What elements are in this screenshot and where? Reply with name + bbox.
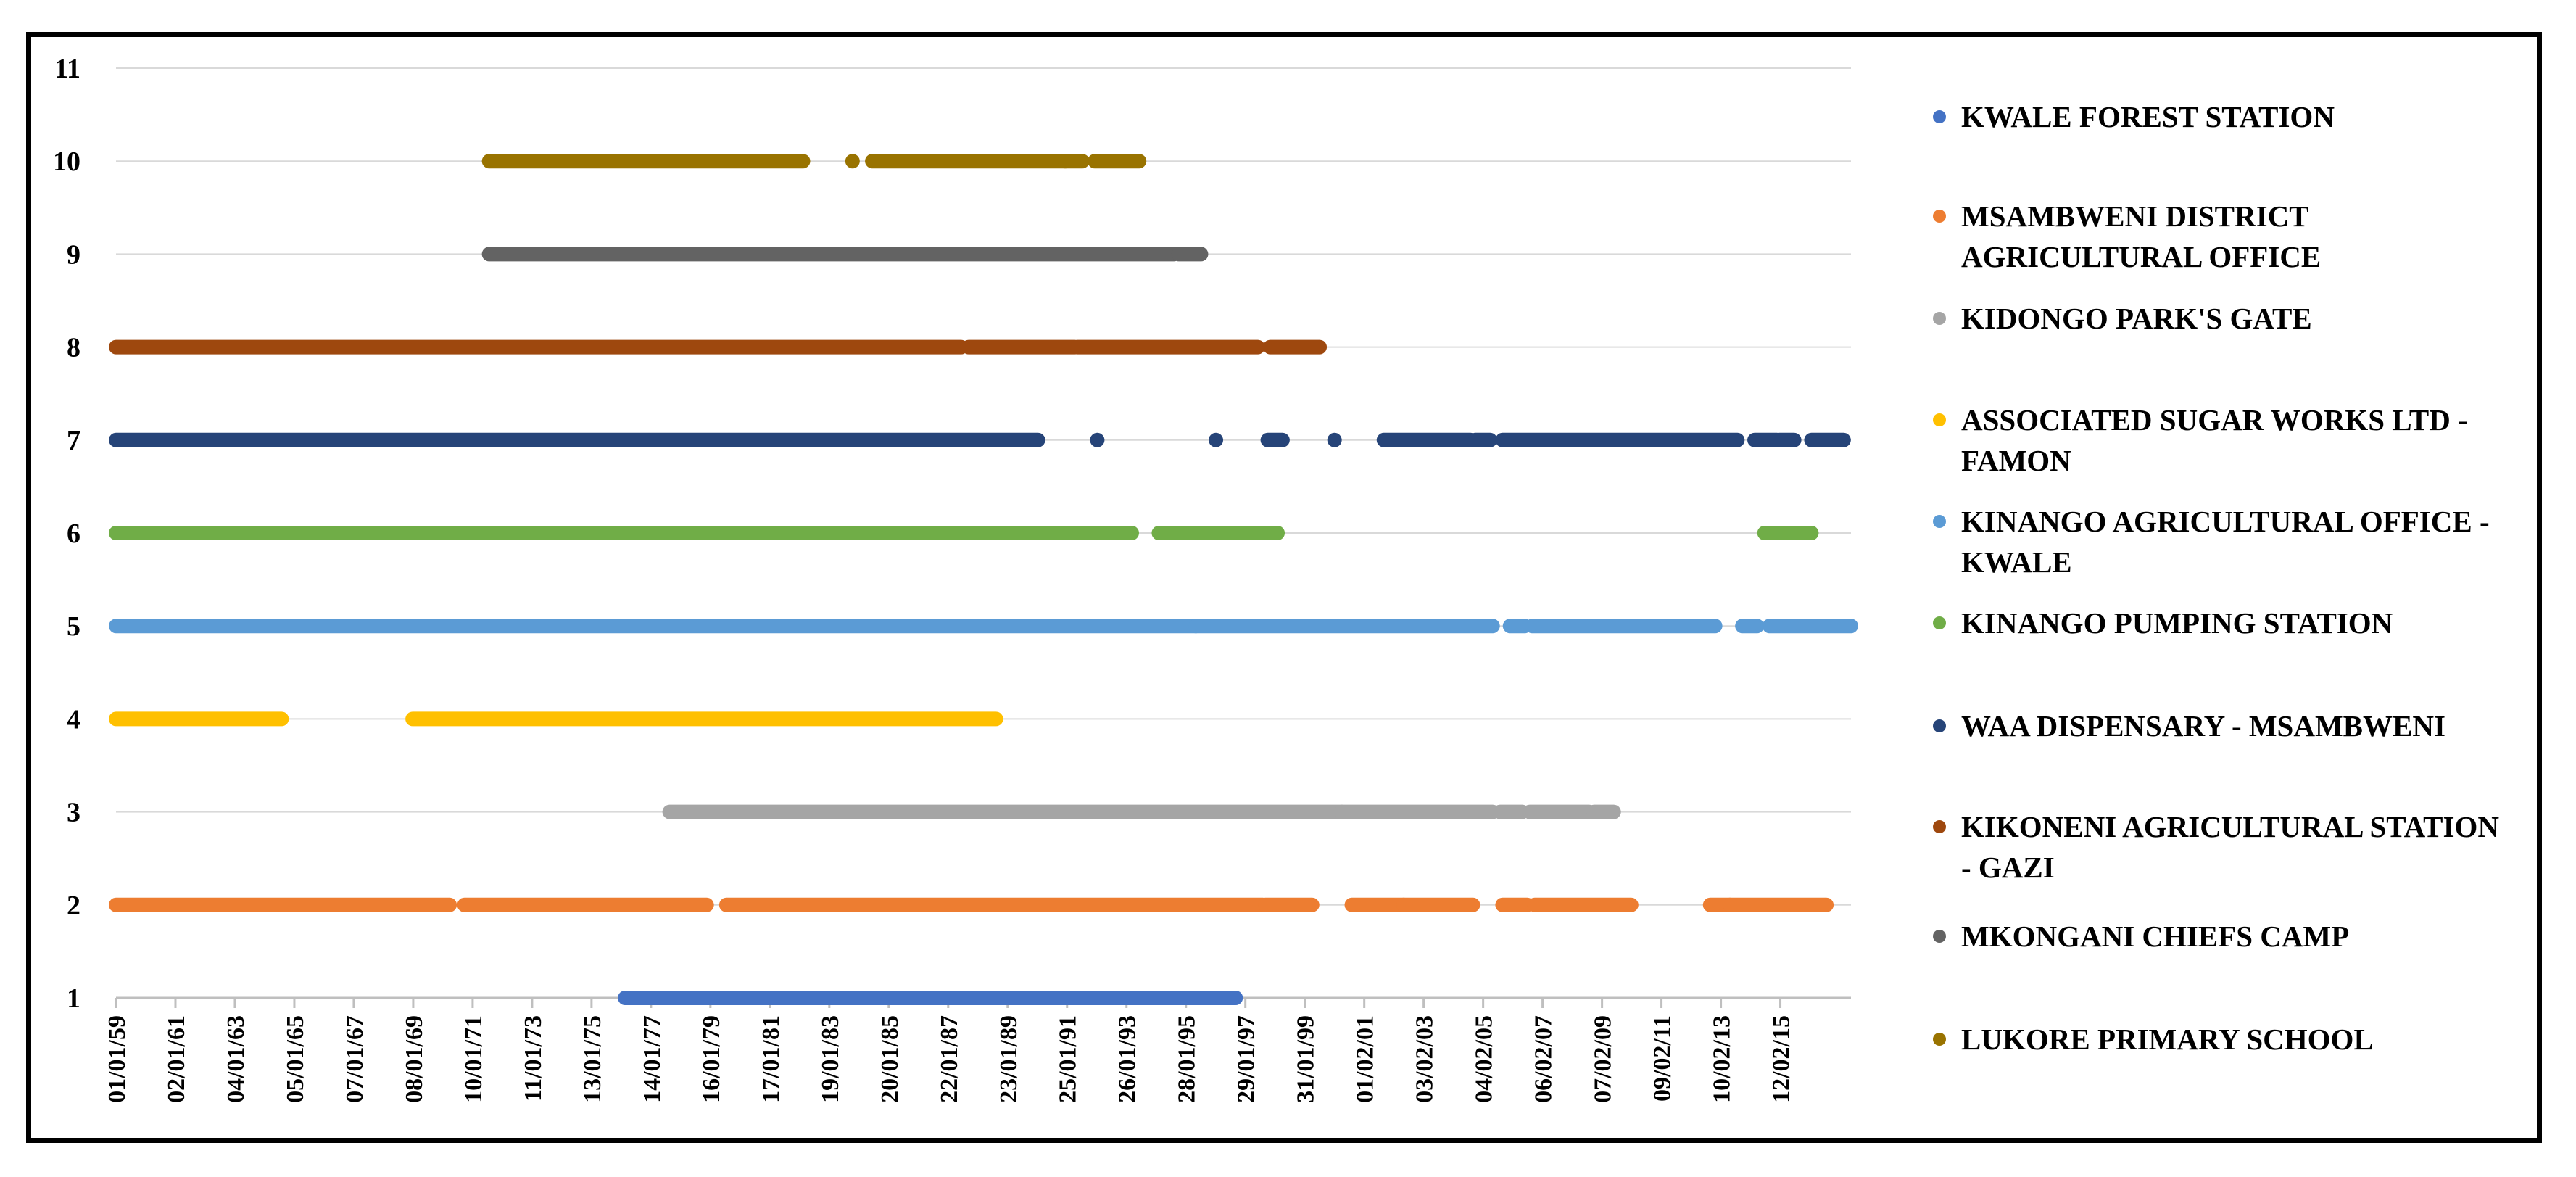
x-tick-label-16: 25/01/91 [1055,1015,1082,1103]
x-tick-label-20: 31/01/99 [1293,1015,1320,1103]
legend-item-2: MSAMBWENI DISTRICT AGRICULTURAL OFFICE [1933,199,2321,273]
x-tick-label-8: 13/01/75 [579,1015,606,1103]
legend-marker-7 [1933,719,1946,732]
y-tick-labels: 1 2 3 4 5 6 7 8 9 10 11 [53,54,80,1014]
legend-item-7: WAA DISPENSARY - MSAMBWENI [1933,709,2445,743]
x-tick-label-14: 22/01/87 [936,1015,963,1103]
legend-label-4: ASSOCIATED SUGAR WORKS LTD -FAMON [1961,403,2468,477]
legend-item-10: LUKORE PRIMARY SCHOOL [1933,1023,2374,1056]
legend-label-5: KINANGO AGRICULTURAL OFFICE -KWALE [1961,505,2490,579]
x-tick-labels: 01/01/59 02/01/61 04/01/63 05/01/65 07/01/67… [104,1015,1795,1103]
y-tick-label-6: 6 [67,519,80,549]
x-tick-label-18: 28/01/95 [1174,1015,1201,1103]
x-tick-label-0: 01/01/59 [104,1015,131,1103]
legend-marker-2 [1933,210,1946,223]
x-tick-label-22: 03/02/03 [1412,1015,1438,1103]
legend-item-1: KWALE FOREST STATION [1933,100,2335,133]
y-tick-label-7: 7 [67,426,80,456]
x-tick-label-15: 23/01/89 [995,1015,1022,1103]
x-tick-label-9: 14/01/77 [639,1015,666,1103]
y-tick-label-5: 5 [67,611,80,642]
legend-marker-4 [1933,413,1946,426]
y-tick-label-11: 11 [54,54,80,84]
x-tick-label-23: 04/02/05 [1471,1015,1498,1103]
x-tick-label-2: 04/01/63 [223,1015,249,1103]
legend-label-6: KINANGO PUMPING STATION [1961,606,2393,640]
x-tick-label-21: 01/02/01 [1352,1015,1379,1103]
x-tick-label-19: 29/01/97 [1233,1015,1260,1103]
legend-label-7: WAA DISPENSARY - MSAMBWENI [1961,709,2445,743]
x-tick-label-24: 06/02/07 [1531,1015,1557,1103]
gridlines [116,67,1851,906]
legend-item-9: MKONGANI CHIEFS CAMP [1933,920,2349,953]
x-tick-label-11: 17/01/81 [758,1015,784,1103]
x-tick-label-6: 10/01/71 [460,1015,487,1103]
legend-label-9: MKONGANI CHIEFS CAMP [1961,920,2349,953]
legend-marker-9 [1933,930,1946,943]
x-tick-label-28: 12/02/15 [1768,1015,1795,1103]
legend-item-4: ASSOCIATED SUGAR WORKS LTD -FAMON [1933,403,2468,477]
x-tick-label-7: 11/01/73 [520,1015,547,1102]
legend-marker-5 [1933,515,1946,528]
y-tick-label-9: 9 [67,239,80,270]
legend-label-10: LUKORE PRIMARY SCHOOL [1961,1023,2374,1056]
legend-item-8: KIKONENI AGRICULTURAL STATION - GAZI [1933,810,2499,884]
chart: 1 2 3 4 5 6 7 8 9 10 11 01/01/59 02/01/61 04/01/63 05… [53,54,2499,1103]
chart-frame: 1 2 3 4 5 6 7 8 9 10 11 01/01/59 02/01/61 04/01/63 05… [26,32,2542,1143]
legend-item-6: KINANGO PUMPING STATION [1933,606,2393,640]
x-tick-label-5: 08/01/69 [401,1015,428,1103]
legend: KWALE FOREST STATION MSAMBWENI DISTRICT AG… [1933,100,2499,1056]
x-tick-label-27: 10/02/13 [1709,1015,1736,1103]
legend-label-1: KWALE FOREST STATION [1961,100,2335,133]
data-marks [109,154,1858,1005]
legend-marker-8 [1933,820,1946,833]
y-tick-label-1: 1 [67,983,80,1014]
legend-marker-10 [1933,1033,1946,1046]
legend-label-2: MSAMBWENI DISTRICT AGRICULTURAL OFFICE [1961,199,2321,273]
y-tick-label-8: 8 [67,333,80,363]
x-tick-label-13: 20/01/85 [877,1015,903,1103]
x-tick-label-12: 19/01/83 [817,1015,844,1103]
legend-marker-1 [1933,110,1946,123]
legend-marker-3 [1933,312,1946,325]
x-tick-label-1: 02/01/61 [163,1015,190,1103]
legend-item-3: KIDONGO PARK'S GATE [1933,302,2312,335]
x-tick-label-26: 09/02/11 [1649,1015,1676,1102]
x-tick-label-4: 07/01/67 [341,1015,368,1103]
y-tick-label-4: 4 [67,704,80,735]
legend-marker-6 [1933,616,1946,629]
legend-item-5: KINANGO AGRICULTURAL OFFICE -KWALE [1933,505,2490,579]
y-tick-label-10: 10 [53,146,80,177]
x-tick-label-10: 16/01/79 [698,1015,725,1103]
x-tick-label-17: 26/01/93 [1114,1015,1141,1103]
x-tick-label-3: 05/01/65 [282,1015,309,1103]
y-tick-label-3: 3 [67,798,80,828]
x-tick-label-25: 07/02/09 [1590,1015,1617,1103]
legend-label-8: KIKONENI AGRICULTURAL STATION - GAZI [1961,810,2499,884]
legend-label-3: KIDONGO PARK'S GATE [1961,302,2312,335]
y-tick-label-2: 2 [67,891,80,921]
